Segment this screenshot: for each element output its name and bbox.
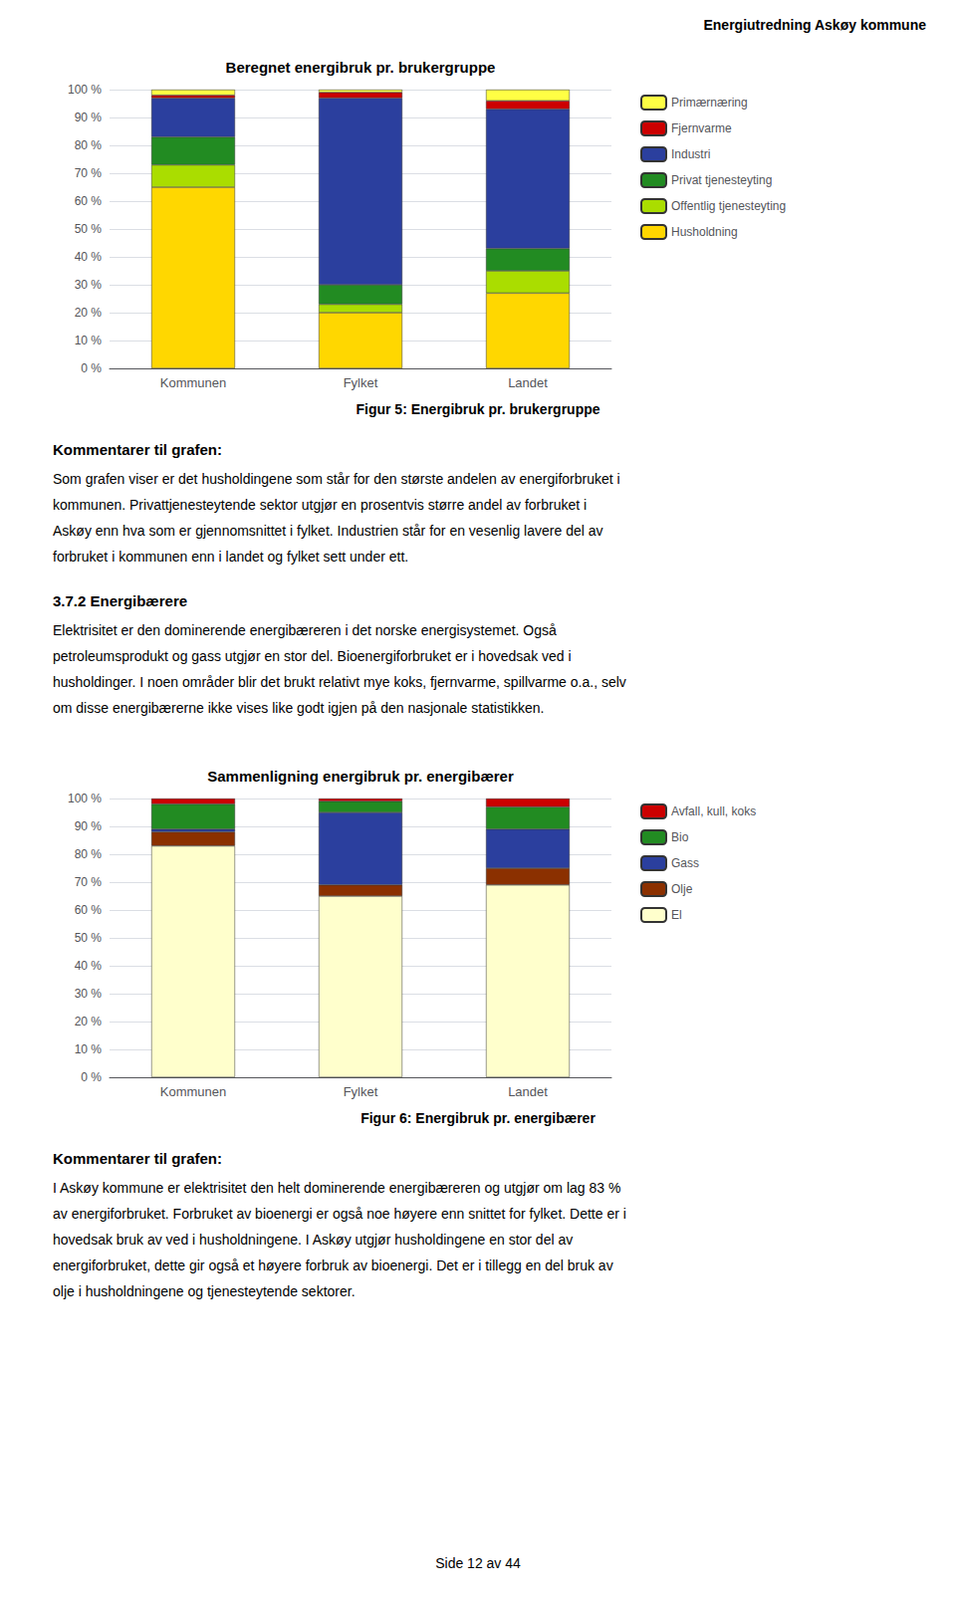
svg-text:Fylket: Fylket	[343, 1084, 379, 1100]
svg-text:I Askøy kommune er elektrisite: I Askøy kommune er elektrisitet den helt…	[52, 1180, 621, 1196]
svg-text:Bio: Bio	[671, 830, 690, 845]
svg-text:60 %: 60 %	[74, 194, 103, 209]
svg-text:20 %: 20 %	[74, 1014, 103, 1029]
svg-text:Beregnet energibruk pr. bruker: Beregnet energibruk pr. brukergruppe	[226, 58, 496, 76]
svg-text:Sammenligning energibruk pr. e: Sammenligning energibruk pr. energibærer	[207, 767, 514, 785]
svg-text:50 %: 50 %	[74, 931, 103, 946]
svg-text:husholdinger. I noen områder b: husholdinger. I noen områder blir det br…	[52, 674, 627, 691]
svg-text:Offentlig tjenesteyting: Offentlig tjenesteyting	[671, 199, 786, 214]
svg-text:Kommunen: Kommunen	[160, 375, 227, 391]
svg-text:Kommunen: Kommunen	[160, 1084, 227, 1100]
svg-text:Elektrisitet er den dominerend: Elektrisitet er den dominerende energibæ…	[52, 622, 557, 639]
svg-text:60 %: 60 %	[74, 903, 103, 918]
svg-text:90 %: 90 %	[74, 110, 103, 125]
svg-text:kommunen. Privattjenesteytende: kommunen. Privattjenesteytende sektor ut…	[52, 496, 587, 513]
svg-text:El: El	[671, 908, 683, 923]
svg-text:Fjernvarme: Fjernvarme	[671, 121, 732, 136]
svg-text:Avfall, kull, koks: Avfall, kull, koks	[671, 804, 756, 819]
svg-text:10 %: 10 %	[74, 1042, 103, 1057]
svg-text:energiforbruket, dette gir ogs: energiforbruket, dette gir også et høyer…	[52, 1257, 614, 1274]
svg-text:3.7.2 Energibærere: 3.7.2 Energibærere	[52, 592, 188, 610]
svg-text:80 %: 80 %	[74, 138, 103, 153]
svg-text:Figur 6: Energibruk pr. energi: Figur 6: Energibruk pr. energibærer	[360, 1110, 596, 1127]
svg-text:Primærnæring: Primærnæring	[671, 95, 748, 110]
svg-text:80 %: 80 %	[74, 847, 103, 862]
svg-text:50 %: 50 %	[74, 222, 103, 237]
svg-text:Olje: Olje	[671, 882, 694, 897]
svg-text:100 %: 100 %	[67, 82, 102, 97]
svg-text:forbruket i kommunen enn i lan: forbruket i kommunen enn i landet og fyl…	[52, 548, 409, 565]
svg-text:100 %: 100 %	[67, 791, 102, 806]
svg-text:Privat tjenesteyting: Privat tjenesteyting	[671, 173, 772, 188]
svg-text:Side 12 av 44: Side 12 av 44	[435, 1555, 521, 1572]
svg-text:Kommentarer til grafen:: Kommentarer til grafen:	[52, 441, 223, 459]
svg-text:30 %: 30 %	[74, 277, 103, 292]
svg-text:om disse energibærerne ikke vi: om disse energibærerne ikke vises like g…	[52, 700, 544, 717]
svg-text:90 %: 90 %	[74, 819, 103, 834]
svg-text:40 %: 40 %	[74, 249, 103, 264]
svg-text:olje i husholdningene og tjene: olje i husholdningene og tjenesteytende …	[52, 1283, 356, 1300]
svg-text:Figur 5: Energibruk pr. bruker: Figur 5: Energibruk pr. brukergruppe	[355, 401, 600, 418]
svg-text:Askøy enn hva som er gjennomsn: Askøy enn hva som er gjennomsnittet i fy…	[52, 522, 604, 539]
svg-text:Kommentarer til grafen:: Kommentarer til grafen:	[52, 1150, 223, 1168]
svg-text:Landet: Landet	[507, 1084, 548, 1100]
svg-text:Husholdning: Husholdning	[671, 225, 738, 239]
svg-text:Fylket: Fylket	[343, 375, 379, 391]
svg-text:0 %: 0 %	[80, 361, 102, 376]
svg-text:petroleumsprodukt og gass utgj: petroleumsprodukt og gass utgjør en stor…	[52, 648, 572, 665]
svg-text:Energiutredning Askøy kommune: Energiutredning Askøy kommune	[703, 16, 927, 33]
svg-text:10 %: 10 %	[74, 333, 103, 348]
svg-text:40 %: 40 %	[74, 958, 103, 973]
svg-text:70 %: 70 %	[74, 875, 103, 890]
svg-text:0 %: 0 %	[80, 1070, 102, 1085]
svg-text:Som grafen viser er det hushol: Som grafen viser er det husholdingene so…	[52, 471, 621, 487]
svg-text:30 %: 30 %	[74, 986, 103, 1001]
svg-text:70 %: 70 %	[74, 166, 103, 181]
svg-text:20 %: 20 %	[74, 305, 103, 320]
svg-text:Gass: Gass	[671, 856, 700, 871]
svg-text:Landet: Landet	[507, 375, 548, 391]
svg-text:hovedsak bruk av ved i hushold: hovedsak bruk av ved i husholdningene. I…	[52, 1231, 573, 1248]
svg-text:Industri: Industri	[671, 147, 711, 162]
svg-text:av energiforbruket. Forbruket: av energiforbruket. Forbruket av bioener…	[52, 1205, 627, 1222]
